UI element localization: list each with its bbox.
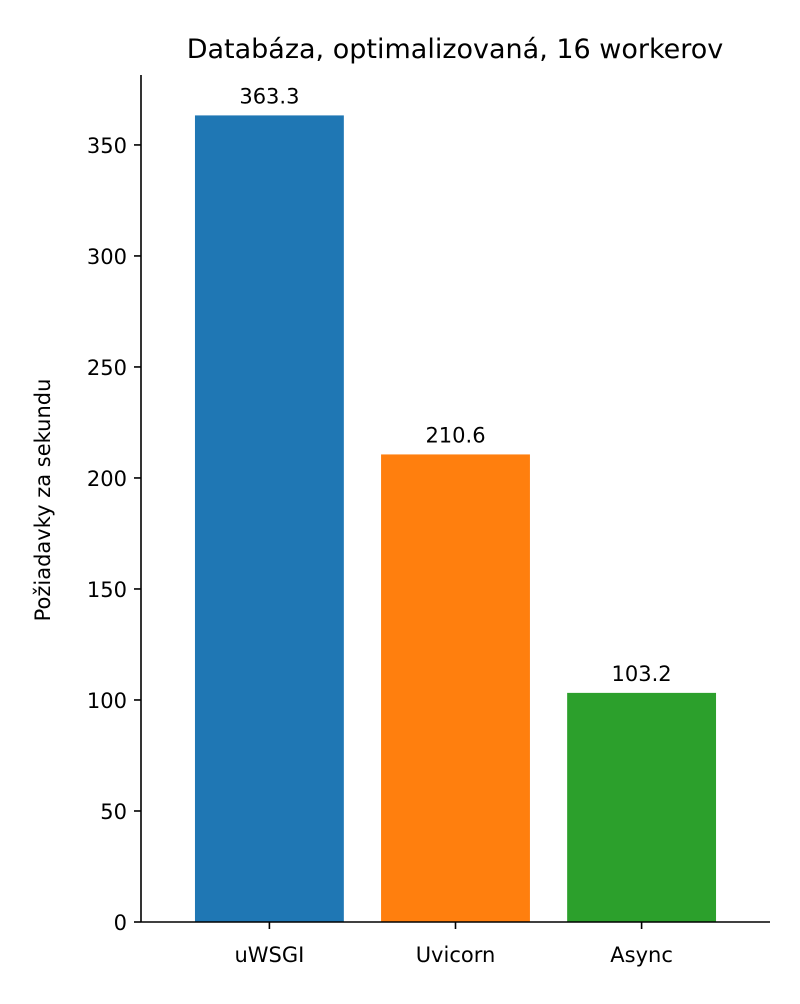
y-tick-label: 50 xyxy=(100,800,127,824)
value-label-uwsgi: 363.3 xyxy=(239,84,299,108)
x-axis: uWSGI Uvicorn Async xyxy=(141,921,770,967)
bar-uvicorn xyxy=(381,454,530,922)
value-label-async: 103.2 xyxy=(612,662,672,686)
y-tick-label: 150 xyxy=(87,578,127,602)
y-tick-label: 350 xyxy=(87,134,127,158)
bar-uwsgi xyxy=(194,115,344,922)
y-tick-label: 250 xyxy=(87,356,127,380)
y-axis: 0 50 100 150 200 250 300 350 xyxy=(87,75,142,935)
bars-layer xyxy=(194,115,717,922)
y-tick-label: 300 xyxy=(87,245,127,269)
x-tick-label-uvicorn: Uvicorn xyxy=(416,943,496,967)
x-tick-label-uwsgi: uWSGI xyxy=(234,943,304,967)
y-tick-label: 200 xyxy=(87,467,127,491)
x-tick-label-async: Async xyxy=(610,943,673,967)
y-axis-label: Požiadavky za sekundu xyxy=(31,379,55,622)
bar-async xyxy=(567,692,717,922)
y-tick-label: 0 xyxy=(114,911,127,935)
value-label-uvicorn: 210.6 xyxy=(425,423,485,447)
value-labels-layer: 363.3 210.6 103.2 xyxy=(239,84,671,685)
chart-title: Databáza, optimalizovaná, 16 workerov xyxy=(187,34,724,65)
y-tick-label: 100 xyxy=(87,689,127,713)
